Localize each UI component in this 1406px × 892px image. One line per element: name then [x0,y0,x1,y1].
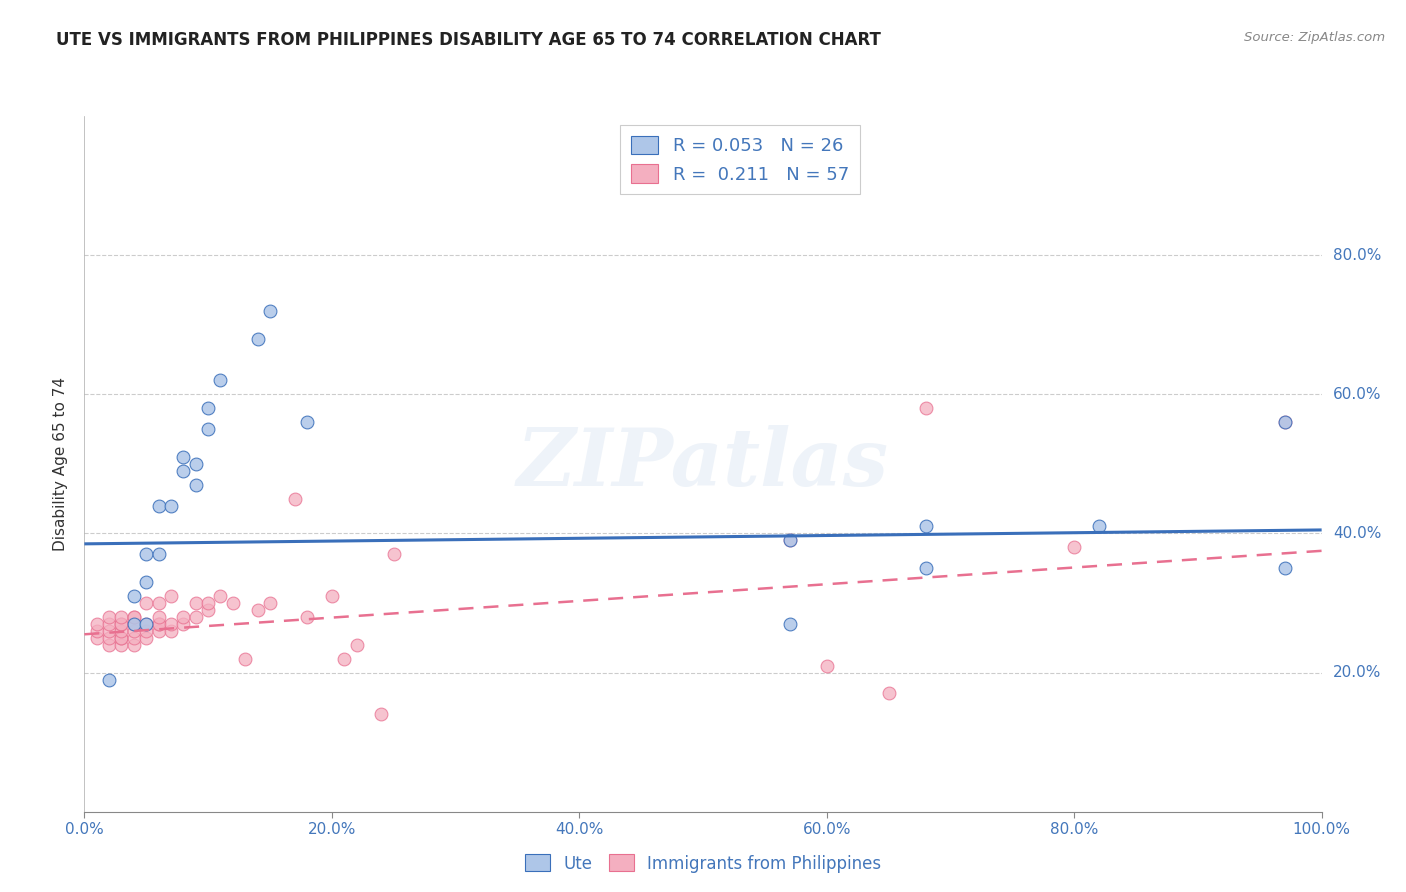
Point [122,616,145,631]
Text: Source: ZipAtlas.com: Source: ZipAtlas.com [1244,31,1385,45]
Point [122,610,145,624]
Point [914,561,936,575]
Point [160,499,183,513]
Point [246,603,269,617]
Point [86,616,108,631]
Point [98,616,121,631]
Point [148,616,170,631]
Point [135,616,157,631]
Point [172,616,194,631]
Text: 20.0%: 20.0% [1333,665,1381,680]
Text: 40.0%: 40.0% [1333,526,1381,541]
Point [122,631,145,645]
Legend: Ute, Immigrants from Philippines: Ute, Immigrants from Philippines [517,847,889,880]
Point [160,589,183,603]
Point [370,707,392,722]
Point [98,624,121,638]
Point [110,631,132,645]
Point [1274,415,1296,429]
Point [135,575,157,590]
Point [172,450,194,464]
Point [184,477,207,491]
Point [197,603,219,617]
Point [148,596,170,610]
Point [98,673,121,687]
Point [135,616,157,631]
Point [333,651,356,665]
Point [233,651,256,665]
Text: 60.0%: 60.0% [1333,387,1381,401]
Point [148,624,170,638]
Point [295,610,318,624]
Point [98,610,121,624]
Point [160,624,183,638]
Point [1063,541,1085,555]
Point [135,547,157,561]
Point [209,373,232,387]
Point [382,547,405,561]
Point [222,596,245,610]
Point [284,491,307,506]
Point [1274,561,1296,575]
Point [184,457,207,471]
Point [86,624,108,638]
Point [135,596,157,610]
Point [815,658,838,673]
Legend: R = 0.053   N = 26, R =  0.211   N = 57: R = 0.053 N = 26, R = 0.211 N = 57 [620,125,860,194]
Point [110,631,132,645]
Point [779,533,801,548]
Point [259,596,281,610]
Point [98,638,121,652]
Text: 80.0%: 80.0% [1333,248,1381,262]
Text: ZIPatlas: ZIPatlas [517,425,889,502]
Point [135,624,157,638]
Point [122,610,145,624]
Point [779,616,801,631]
Point [160,616,183,631]
Point [86,631,108,645]
Point [122,638,145,652]
Point [172,610,194,624]
Point [877,686,900,700]
Point [197,422,219,436]
Point [1274,415,1296,429]
Point [184,596,207,610]
Point [295,415,318,429]
Point [197,401,219,416]
Point [346,638,368,652]
Point [122,616,145,631]
Point [148,499,170,513]
Point [779,533,801,548]
Point [246,332,269,346]
Point [110,616,132,631]
Point [321,589,343,603]
Point [110,610,132,624]
Point [110,638,132,652]
Point [98,631,121,645]
Point [184,610,207,624]
Point [122,589,145,603]
Point [914,401,936,416]
Point [110,624,132,638]
Point [197,596,219,610]
Text: UTE VS IMMIGRANTS FROM PHILIPPINES DISABILITY AGE 65 TO 74 CORRELATION CHART: UTE VS IMMIGRANTS FROM PHILIPPINES DISAB… [56,31,882,49]
Point [172,464,194,478]
Point [914,519,936,533]
Point [148,610,170,624]
Y-axis label: Disability Age 65 to 74: Disability Age 65 to 74 [53,376,69,551]
Point [148,547,170,561]
Point [122,624,145,638]
Point [259,303,281,318]
Point [110,616,132,631]
Point [135,631,157,645]
Point [148,616,170,631]
Point [209,589,232,603]
Point [1088,519,1111,533]
